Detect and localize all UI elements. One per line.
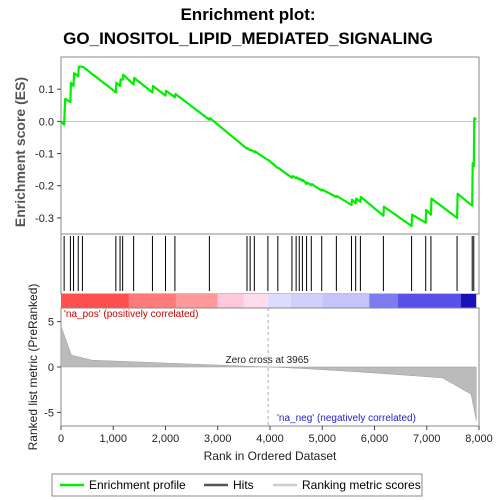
- es-tick-label: -0.1: [35, 149, 54, 161]
- chart-title-line-2: GO_INOSITOL_LIPID_MEDIATED_SIGNALING: [63, 29, 433, 48]
- metric-tick-label: 5: [48, 317, 54, 329]
- legend-label-metric: Ranking metric scores: [302, 478, 421, 492]
- legend-label-hits: Hits: [233, 478, 254, 492]
- enrichment-profile-line: [60, 65, 477, 228]
- x-tick-label: 4,000: [256, 433, 284, 445]
- rank-bar-segment: [217, 294, 244, 308]
- x-tick-label: 2,000: [152, 433, 180, 445]
- chart-title-line-1: Enrichment plot:: [180, 5, 315, 24]
- rank-bar-segment: [290, 294, 323, 308]
- x-tick-label: 3,000: [204, 433, 232, 445]
- legend: [51, 473, 423, 497]
- rank-bar-segment: [128, 294, 176, 308]
- rank-bar-segment: [369, 294, 399, 308]
- metric-axis-label: Ranked list metric (PreRanked): [26, 284, 40, 451]
- es-axis-label: Enrichment score (ES): [12, 77, 28, 227]
- metric-tick-label: 0: [48, 362, 54, 374]
- x-tick-label: 0: [58, 433, 64, 445]
- x-tick-label: 1,000: [99, 433, 127, 445]
- es-tick-label: -0.3: [35, 213, 54, 225]
- metric-axis-ticks: 5 0 -5: [44, 317, 61, 419]
- metric-tick-label: -5: [44, 407, 54, 419]
- rank-bar-segment: [460, 294, 477, 308]
- es-tick-label: -0.2: [35, 181, 54, 193]
- x-axis-label: Rank in Ordered Dataset: [204, 449, 337, 463]
- es-tick-label: 0.1: [39, 84, 54, 96]
- es-panel-frame: [60, 56, 480, 235]
- ranking-color-bar: [61, 294, 477, 308]
- x-tick-label: 7,000: [413, 433, 441, 445]
- ranking-metric-area: [60, 326, 477, 421]
- positive-correlation-label: 'na_pos' (positively correlated): [64, 309, 198, 320]
- hits-panel-frame: [60, 233, 480, 295]
- zero-cross-label: Zero cross at 3965: [225, 355, 309, 366]
- negative-correlation-label: 'na_neg' (negatively correlated): [277, 413, 416, 424]
- rank-bar-segment: [175, 294, 218, 308]
- es-axis-ticks: 0.1 0.0 -0.1 -0.2 -0.3: [35, 84, 479, 225]
- x-tick-label: 5,000: [308, 433, 336, 445]
- rank-bar-segment: [322, 294, 370, 308]
- rank-bar-segment: [61, 294, 129, 308]
- x-tick-label: 6,000: [361, 433, 389, 445]
- x-axis-ticks: 0 1,000 2,000 3,000 4,000 5,000 6,000 7,000 8,00…: [58, 426, 493, 445]
- x-tick-label: 8,000: [465, 433, 493, 445]
- rank-bar-segment: [398, 294, 461, 308]
- rank-bar-segment: [243, 294, 269, 308]
- es-tick-label: 0.0: [39, 116, 54, 128]
- hits-marks: [63, 236, 475, 291]
- legend-label-enrichment: Enrichment profile: [89, 478, 186, 492]
- rank-bar-segment: [268, 294, 291, 308]
